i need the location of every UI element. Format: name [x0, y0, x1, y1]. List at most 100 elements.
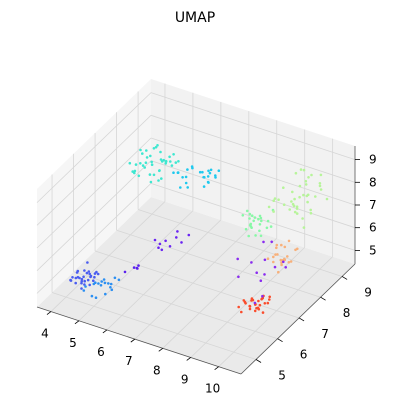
y-axis-line	[240, 263, 356, 375]
data-point	[102, 278, 106, 281]
data-point	[69, 278, 72, 282]
data-point	[150, 163, 154, 166]
data-point	[157, 246, 160, 249]
data-point	[93, 272, 97, 275]
data-point	[290, 200, 293, 203]
data-point	[266, 301, 270, 305]
data-point	[269, 225, 273, 228]
data-point	[306, 200, 309, 204]
data-point	[150, 160, 153, 164]
data-point	[325, 197, 329, 201]
z-tick-label: 6	[369, 221, 377, 235]
data-point	[110, 288, 114, 292]
data-point	[298, 195, 301, 199]
y-tick-mark	[255, 359, 262, 363]
data-point	[302, 168, 306, 172]
data-point	[217, 169, 221, 172]
data-point	[258, 229, 261, 233]
data-point	[279, 258, 283, 262]
data-point	[207, 169, 210, 173]
data-point	[80, 277, 84, 281]
data-point	[83, 269, 86, 272]
data-point	[144, 161, 148, 164]
x-tick-label: 9	[181, 373, 189, 387]
data-point	[304, 179, 308, 183]
data-point	[260, 219, 263, 223]
data-point	[241, 214, 245, 217]
data-point	[164, 162, 167, 165]
data-point	[143, 166, 146, 169]
data-point	[160, 248, 164, 252]
x-tick-label: 8	[153, 363, 161, 377]
data-point	[174, 161, 178, 164]
data-point	[162, 158, 165, 162]
data-point	[280, 243, 283, 247]
data-point	[248, 212, 252, 216]
data-point	[250, 299, 253, 302]
floor-pane	[37, 197, 355, 374]
data-point	[286, 255, 289, 258]
data-point	[149, 154, 152, 158]
data-point	[259, 216, 263, 220]
data-point	[301, 217, 304, 220]
data-point	[293, 197, 296, 201]
x-tick-label: 10	[205, 382, 220, 396]
data-point	[258, 214, 262, 218]
data-point	[282, 186, 285, 189]
grid-z-side	[36, 160, 152, 271]
grid-x-floor	[78, 210, 194, 322]
data-point	[288, 208, 292, 211]
data-point	[237, 305, 240, 309]
data-point	[284, 266, 288, 269]
data-point	[80, 279, 83, 283]
grid-z-back	[150, 183, 356, 251]
data-point	[265, 226, 269, 230]
data-point	[159, 158, 163, 161]
data-point	[268, 295, 272, 299]
data-point	[117, 278, 121, 282]
data-point	[250, 261, 253, 264]
data-point	[134, 163, 138, 166]
data-point	[259, 279, 263, 283]
grid-z-side	[36, 92, 152, 203]
data-point	[156, 144, 159, 147]
data-point	[309, 211, 313, 215]
data-point	[181, 176, 184, 179]
data-point	[206, 180, 210, 184]
data-point	[141, 152, 144, 155]
grid-z-back	[150, 160, 356, 229]
data-point	[291, 202, 295, 206]
data-point	[109, 286, 112, 289]
x-tick-label: 7	[125, 354, 133, 368]
data-point	[206, 175, 210, 178]
data-point	[318, 182, 322, 185]
data-point	[83, 283, 86, 286]
y-tick-label: 8	[343, 306, 351, 320]
data-point	[268, 298, 271, 301]
data-point	[258, 303, 262, 307]
grid-x-floor	[134, 228, 250, 340]
data-point	[86, 278, 90, 282]
data-point	[198, 170, 202, 174]
x-tick-label: 4	[41, 327, 49, 341]
grid-z-back	[150, 92, 356, 160]
data-point	[240, 310, 243, 314]
data-point	[253, 301, 257, 305]
data-point	[132, 266, 136, 269]
grid-z-back	[150, 114, 356, 183]
data-point	[302, 193, 305, 197]
data-point	[88, 283, 91, 287]
data-point	[253, 309, 257, 313]
data-point	[273, 197, 277, 200]
y-tick-mark	[320, 296, 326, 301]
data-point	[168, 155, 171, 159]
data-point	[78, 276, 81, 280]
data-point	[272, 210, 275, 213]
data-point	[282, 203, 286, 206]
data-point	[160, 177, 163, 180]
data-point	[164, 239, 167, 243]
data-point	[170, 164, 174, 167]
grid-z-side	[36, 115, 152, 226]
data-point	[276, 253, 279, 256]
data-point	[255, 271, 258, 275]
